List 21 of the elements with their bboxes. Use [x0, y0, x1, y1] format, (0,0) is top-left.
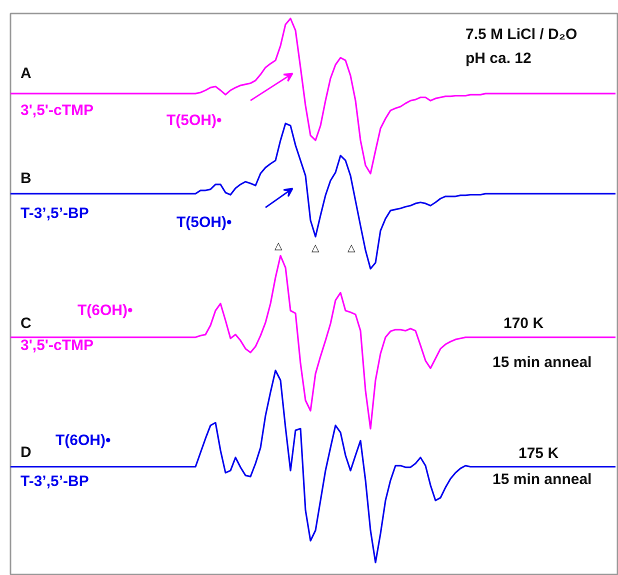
- annotation: 15 min anneal: [492, 471, 592, 488]
- annotation: △: [348, 243, 356, 254]
- annotation: B: [20, 170, 32, 187]
- annotation: T(5OH)•: [166, 112, 222, 129]
- series-label: T-3’,5’-BP: [20, 473, 89, 490]
- series-label: 3',5'-cTMP: [20, 102, 94, 119]
- annotation: T(6OH)•: [78, 302, 133, 319]
- annotation: T(5OH)•: [176, 214, 232, 231]
- annotation: D: [20, 444, 32, 461]
- annotation: T(6OH)•: [56, 432, 111, 449]
- annotation: C: [20, 315, 32, 332]
- annotation: 7.5 M LiCl / D₂O: [466, 26, 578, 43]
- annotation: A: [20, 65, 32, 82]
- series-label: 3',5'-cTMP: [20, 337, 94, 354]
- annotation: 175 K: [518, 445, 559, 462]
- annotation: 15 min anneal: [492, 354, 592, 371]
- annotation: △: [312, 243, 320, 254]
- annotation: △: [274, 241, 282, 252]
- series-label: T-3’,5’-BP: [20, 205, 89, 222]
- annotation: pH ca. 12: [466, 50, 532, 67]
- annotation: 170 K: [504, 315, 544, 332]
